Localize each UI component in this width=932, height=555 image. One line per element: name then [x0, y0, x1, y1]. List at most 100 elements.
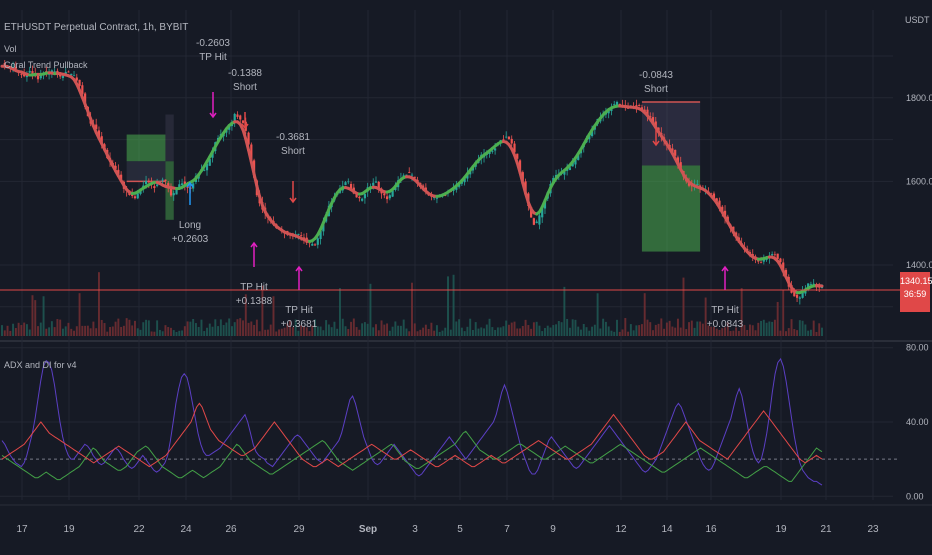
volume-bar: [26, 324, 28, 336]
volume-bar: [480, 327, 482, 336]
time-tick-label: 22: [133, 524, 145, 535]
volume-bar: [699, 322, 701, 336]
candle-body: [156, 184, 158, 185]
volume-bar: [62, 329, 64, 336]
volume-bar: [325, 320, 327, 336]
candle-body: [134, 196, 136, 198]
short-target-zone[interactable]: [642, 165, 700, 251]
time-tick-label: 16: [705, 524, 717, 535]
volume-bar: [516, 328, 518, 336]
volume-bar: [755, 330, 757, 336]
volume-bar: [1, 325, 3, 336]
volume-bar: [669, 321, 671, 336]
volume-bar: [763, 320, 765, 336]
volume-bar: [4, 330, 6, 336]
candle-body: [20, 74, 22, 75]
candle-body: [347, 181, 349, 182]
volume-bar: [137, 328, 139, 336]
candle-body: [536, 222, 538, 223]
coral-indicator-label[interactable]: Coral Trend Pullback: [4, 60, 88, 70]
volume-bar: [464, 331, 466, 336]
candle-body: [62, 76, 64, 78]
volume-bar: [336, 329, 338, 336]
volume-bar: [408, 331, 410, 336]
volume-bar: [117, 319, 119, 336]
candle-body: [29, 71, 31, 73]
volume-bar: [475, 322, 477, 336]
volume-bar: [7, 326, 9, 336]
volume-bar: [162, 331, 164, 336]
volume-bar: [649, 322, 651, 336]
volume-bar: [777, 302, 779, 336]
volume-bar: [561, 322, 563, 336]
volume-bar: [120, 327, 122, 336]
volume-bar: [411, 283, 413, 336]
volume-bar: [577, 327, 579, 336]
volume-bar: [358, 330, 360, 336]
short-stop-zone[interactable]: [165, 114, 173, 161]
volume-bar: [90, 328, 92, 336]
volume-bar: [799, 320, 801, 336]
volume-bar: [804, 325, 806, 336]
volume-bar: [378, 330, 380, 336]
volume-bar: [81, 326, 83, 336]
time-tick-label: 19: [775, 524, 787, 535]
coral-trend-segment: [254, 174, 257, 186]
volume-bar: [109, 327, 111, 336]
volume-bar: [68, 323, 70, 336]
volume-bar: [364, 322, 366, 336]
volume-bar: [18, 323, 20, 336]
volume-bar: [610, 331, 612, 336]
volume-bar: [270, 325, 272, 336]
volume-bar: [134, 321, 136, 336]
volume-bar: [766, 323, 768, 336]
candle-body: [538, 215, 540, 224]
short-stop-zone[interactable]: [642, 102, 700, 166]
volume-bar: [369, 284, 371, 336]
candle-body: [242, 120, 244, 123]
candle-body: [505, 137, 507, 138]
volume-bar: [153, 332, 155, 336]
volume-bar: [381, 320, 383, 336]
volume-bar: [173, 330, 175, 336]
volume-bar: [738, 331, 740, 336]
candle-body: [361, 199, 363, 201]
volume-bar: [519, 328, 521, 336]
volume-bar: [511, 323, 513, 336]
candle-body: [779, 259, 781, 262]
volume-indicator-label[interactable]: Vol: [4, 44, 17, 54]
volume-bar: [84, 326, 86, 336]
candle-body: [533, 218, 535, 225]
candle-body: [153, 186, 155, 188]
volume-bar: [583, 324, 585, 336]
candle-body: [616, 102, 618, 105]
volume-bar: [694, 328, 696, 336]
volume-bar: [613, 332, 615, 336]
volume-bar: [602, 319, 604, 336]
volume-bar: [34, 300, 36, 336]
candle-body: [70, 74, 72, 75]
volume-bar: [705, 298, 707, 336]
volume-bar: [176, 332, 178, 336]
volume-bar: [56, 319, 58, 336]
volume-bar: [79, 293, 81, 336]
volume-bar: [140, 330, 142, 336]
candle-body: [37, 76, 39, 79]
volume-bar: [297, 331, 299, 336]
volume-bar: [497, 327, 499, 336]
volume-bar: [483, 328, 485, 336]
volume-bar: [439, 332, 441, 336]
long-target-zone[interactable]: [127, 135, 166, 162]
volume-bar: [785, 331, 787, 336]
volume-bar: [417, 331, 419, 336]
volume-bar: [702, 324, 704, 336]
candle-body: [389, 195, 391, 198]
adx-indicator-label[interactable]: ADX and DI for v4: [4, 360, 77, 370]
volume-bar: [502, 326, 504, 336]
volume-bar: [98, 272, 100, 336]
volume-bar: [494, 330, 496, 336]
candle-body: [508, 137, 510, 139]
short-target-zone[interactable]: [165, 161, 173, 220]
